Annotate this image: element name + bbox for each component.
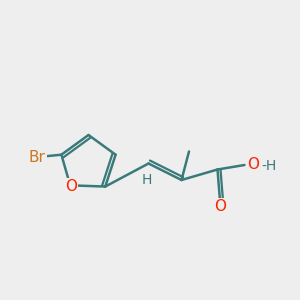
- Text: Br: Br: [29, 150, 46, 165]
- Text: O: O: [214, 199, 226, 214]
- Text: H: H: [142, 173, 152, 187]
- Text: O: O: [247, 157, 259, 172]
- Text: O: O: [65, 179, 77, 194]
- Text: -H: -H: [261, 159, 276, 173]
